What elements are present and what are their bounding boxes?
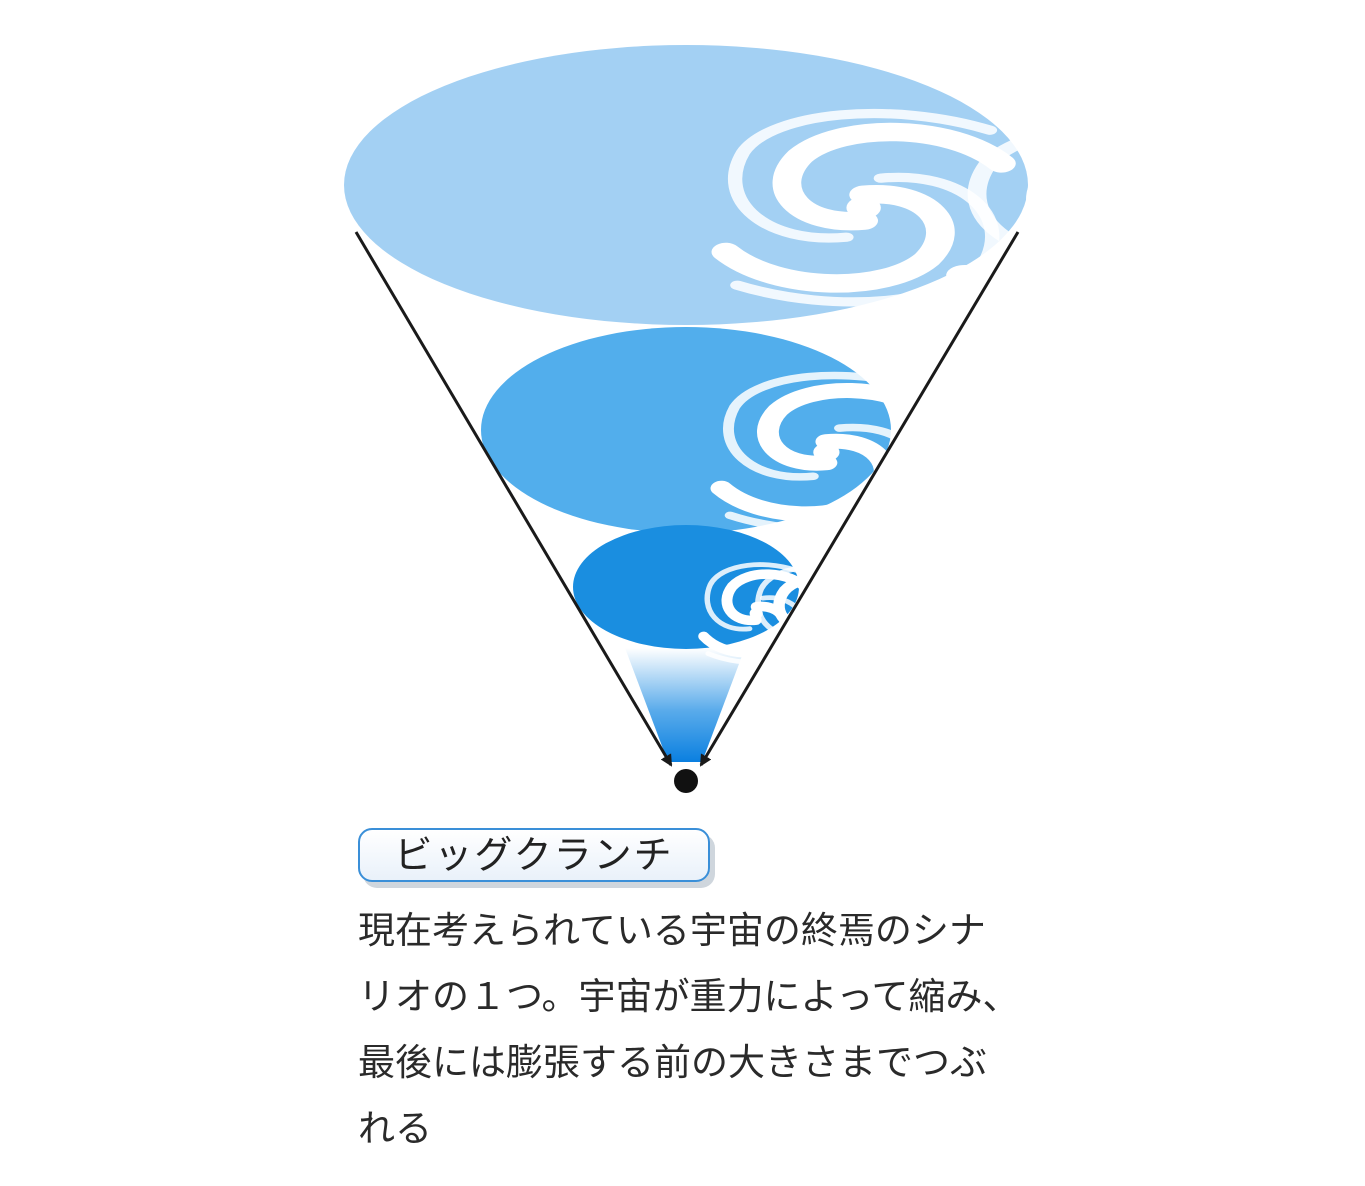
funnel-glow xyxy=(625,648,745,762)
description-line: 現在考えられている宇宙の終焉のシナ xyxy=(358,909,986,952)
universe-medium xyxy=(481,327,891,533)
description-line: 最後には膨張する前の大きさまでつぶ xyxy=(358,1041,987,1084)
universe-large xyxy=(344,45,1028,325)
description-line: リオの１つ。宇宙が重力によって縮み、 xyxy=(358,975,1020,1018)
description: 現在考えられている宇宙の終焉のシナ リオの１つ。宇宙が重力によって縮み、 最後に… xyxy=(358,898,1078,1162)
left-arrow xyxy=(354,231,673,767)
description-line: れる xyxy=(358,1107,432,1150)
big-crunch-diagram xyxy=(344,45,1365,793)
right-arrow xyxy=(699,231,1020,767)
big-crunch-label: ビッグクランチ xyxy=(358,828,710,882)
black-dot-icon xyxy=(674,769,698,793)
label-text: ビッグクランチ xyxy=(394,833,674,877)
